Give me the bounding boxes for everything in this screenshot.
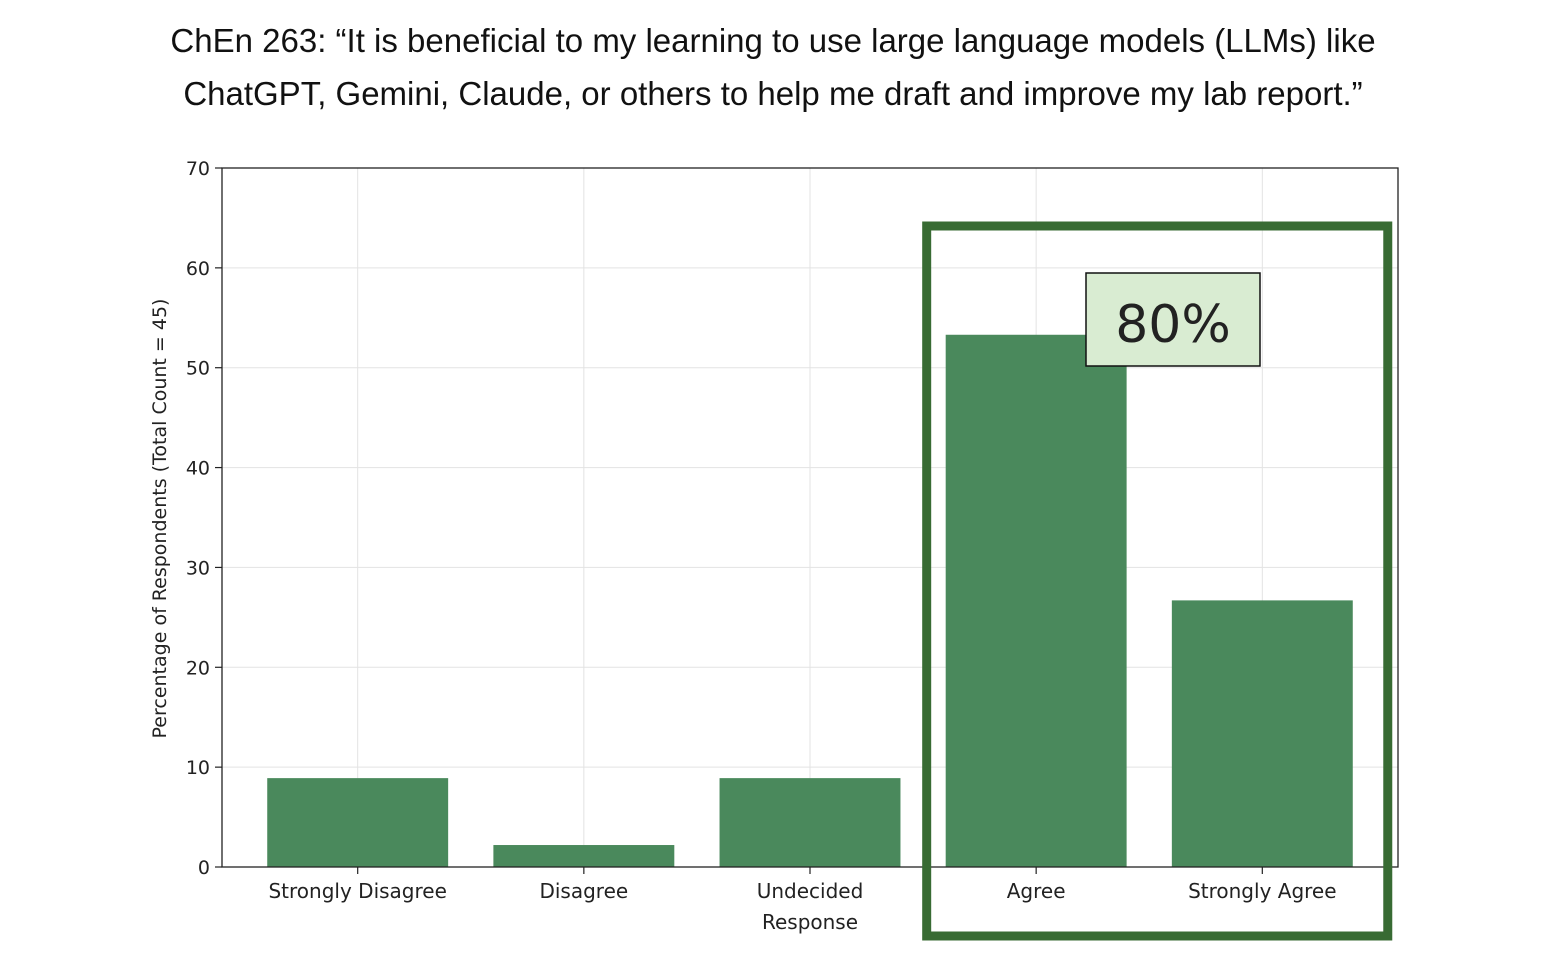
y-tick-label: 60 [186, 258, 210, 280]
bar-agree [945, 334, 1127, 867]
x-tick-label: Disagree [539, 879, 628, 903]
callout-label-box [1085, 272, 1261, 367]
y-tick-label: 50 [186, 358, 210, 380]
bars [267, 334, 1353, 867]
x-tick-label: Strongly Disagree [268, 879, 446, 903]
y-tick-label: 0 [198, 857, 210, 879]
y-tick-label: 70 [186, 158, 210, 180]
chart-title-line-2: ChatGPT, Gemini, Claude, or others to he… [183, 75, 1363, 112]
y-tick-label: 30 [186, 557, 210, 579]
bar-strongly-disagree [267, 778, 449, 867]
y-tick-label: 40 [186, 458, 210, 480]
bar-disagree [493, 845, 675, 867]
x-tick-label: Strongly Agree [1188, 879, 1336, 903]
y-axis-ticks: 0 10 20 30 40 50 60 70 [186, 158, 222, 879]
x-tick-label: Agree [1007, 879, 1066, 903]
chart-title-line-1: ChEn 263: “It is beneficial to my learni… [170, 22, 1376, 59]
x-tick-label: Undecided [757, 879, 864, 903]
chart-title: ChEn 263: “It is beneficial to my learni… [0, 14, 1546, 120]
y-tick-label: 10 [186, 757, 210, 779]
x-axis-ticks: Strongly Disagree Disagree Undecided Agree S… [268, 867, 1337, 903]
bar-strongly-agree [1171, 600, 1353, 867]
x-axis-label: Response [762, 910, 858, 934]
callout-label: 80% [1115, 295, 1231, 355]
y-axis-label: Percentage of Respondents (Total Count =… [149, 299, 171, 739]
highlight-box [922, 221, 1393, 941]
y-tick-label: 20 [186, 657, 210, 679]
bar-undecided [719, 778, 901, 867]
